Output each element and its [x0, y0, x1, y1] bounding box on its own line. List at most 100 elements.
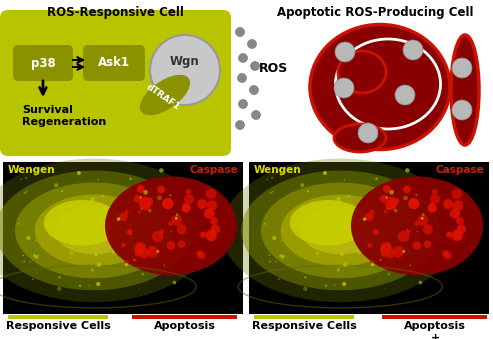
Circle shape	[145, 198, 153, 205]
Circle shape	[413, 241, 421, 250]
Circle shape	[387, 197, 395, 204]
Circle shape	[36, 255, 39, 258]
Circle shape	[98, 179, 99, 180]
Circle shape	[161, 229, 162, 230]
Circle shape	[403, 40, 423, 60]
Circle shape	[385, 249, 395, 259]
Circle shape	[211, 224, 220, 234]
Circle shape	[444, 252, 452, 260]
Circle shape	[140, 196, 142, 199]
Circle shape	[381, 242, 392, 253]
Circle shape	[97, 262, 101, 267]
FancyBboxPatch shape	[254, 315, 354, 319]
Circle shape	[271, 177, 274, 179]
Circle shape	[171, 215, 182, 226]
Ellipse shape	[105, 176, 237, 275]
Circle shape	[139, 249, 149, 259]
Circle shape	[146, 246, 158, 258]
Circle shape	[80, 211, 82, 213]
Circle shape	[314, 234, 317, 237]
Text: Caspase: Caspase	[435, 165, 484, 175]
Circle shape	[238, 74, 246, 82]
Circle shape	[101, 195, 105, 198]
Circle shape	[196, 251, 203, 257]
Circle shape	[198, 252, 206, 260]
Circle shape	[127, 229, 133, 235]
Circle shape	[380, 244, 391, 255]
Circle shape	[282, 255, 285, 258]
Circle shape	[452, 100, 472, 120]
Circle shape	[363, 217, 366, 221]
Circle shape	[406, 230, 411, 234]
Circle shape	[129, 178, 132, 180]
Circle shape	[446, 232, 452, 238]
Circle shape	[206, 230, 217, 241]
FancyBboxPatch shape	[3, 162, 243, 314]
Circle shape	[403, 186, 411, 194]
Circle shape	[407, 229, 408, 230]
Circle shape	[307, 190, 309, 192]
Circle shape	[35, 239, 37, 242]
Circle shape	[70, 251, 73, 255]
Circle shape	[422, 213, 424, 216]
Circle shape	[125, 210, 129, 214]
Circle shape	[30, 261, 31, 263]
Circle shape	[141, 208, 142, 209]
Circle shape	[34, 173, 36, 176]
Circle shape	[428, 203, 437, 213]
Circle shape	[326, 211, 328, 213]
Circle shape	[134, 259, 136, 261]
Circle shape	[443, 199, 453, 209]
Circle shape	[358, 123, 378, 143]
Circle shape	[272, 236, 277, 240]
FancyBboxPatch shape	[132, 315, 237, 319]
Circle shape	[279, 254, 282, 257]
Circle shape	[392, 246, 404, 258]
Circle shape	[264, 223, 266, 225]
Circle shape	[269, 261, 271, 263]
Circle shape	[416, 194, 418, 196]
FancyBboxPatch shape	[13, 45, 73, 81]
Circle shape	[301, 235, 304, 239]
Circle shape	[20, 179, 22, 180]
Circle shape	[157, 186, 165, 194]
Circle shape	[452, 58, 472, 78]
Circle shape	[141, 197, 149, 204]
Circle shape	[385, 288, 386, 290]
Circle shape	[162, 198, 174, 209]
Circle shape	[410, 264, 411, 266]
Circle shape	[183, 203, 188, 208]
Circle shape	[452, 188, 462, 199]
Text: Ask1: Ask1	[98, 57, 130, 69]
Circle shape	[247, 40, 256, 48]
Circle shape	[276, 261, 277, 263]
Text: ROS-Responsive Cell: ROS-Responsive Cell	[46, 6, 183, 19]
Circle shape	[168, 221, 173, 226]
Circle shape	[282, 257, 283, 259]
Circle shape	[164, 264, 165, 266]
Circle shape	[383, 185, 390, 193]
Circle shape	[137, 185, 144, 193]
Circle shape	[141, 273, 144, 276]
Circle shape	[119, 213, 128, 221]
Ellipse shape	[301, 206, 380, 254]
Circle shape	[318, 207, 323, 211]
Circle shape	[88, 285, 89, 286]
Circle shape	[251, 111, 260, 120]
Circle shape	[432, 189, 437, 195]
Circle shape	[371, 210, 375, 214]
Circle shape	[134, 244, 145, 255]
FancyBboxPatch shape	[83, 45, 145, 81]
Circle shape	[57, 286, 61, 291]
Circle shape	[236, 27, 245, 37]
Circle shape	[157, 196, 162, 200]
Circle shape	[139, 288, 140, 290]
Circle shape	[430, 194, 440, 204]
Text: Wengen: Wengen	[8, 165, 56, 175]
Ellipse shape	[338, 51, 386, 93]
Text: Responsive Cells: Responsive Cells	[5, 321, 110, 331]
Circle shape	[50, 220, 51, 221]
Ellipse shape	[334, 124, 386, 152]
Circle shape	[32, 278, 34, 280]
Circle shape	[331, 215, 335, 220]
